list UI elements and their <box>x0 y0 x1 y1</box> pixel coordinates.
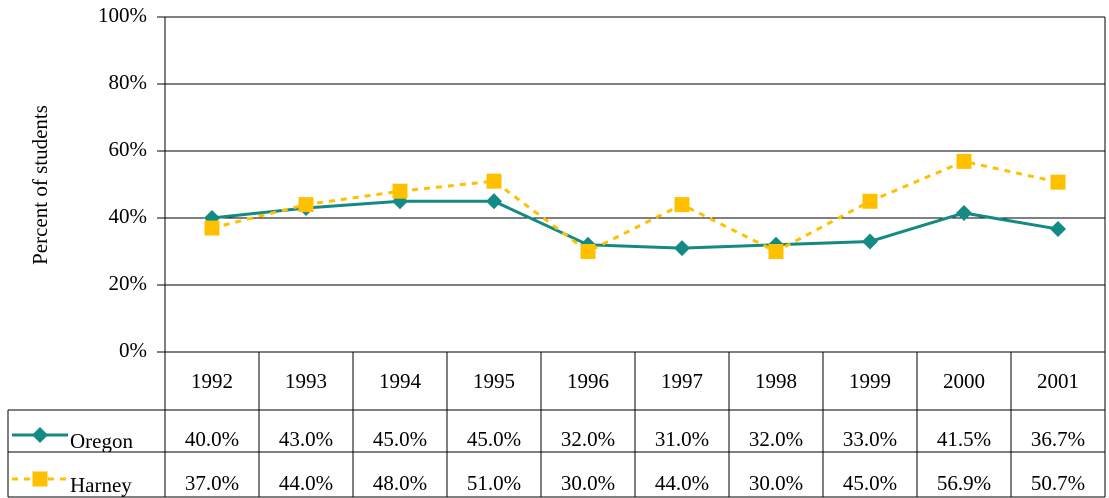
data-table-value: 44.0% <box>279 471 333 495</box>
marker <box>674 240 690 257</box>
x-tick-label: 1992 <box>191 369 233 393</box>
marker <box>580 244 596 259</box>
legend-label: Oregon <box>70 429 133 453</box>
data-table-value: 31.0% <box>655 427 709 451</box>
data-table-value: 32.0% <box>561 427 615 451</box>
marker <box>486 193 502 210</box>
y-tick-label: 60% <box>109 137 148 161</box>
marker <box>1050 221 1066 238</box>
data-table-value: 43.0% <box>279 427 333 451</box>
y-tick-label: 40% <box>109 204 148 228</box>
marker <box>956 204 972 221</box>
data-table-value: 33.0% <box>843 427 897 451</box>
legend-label: Harney <box>70 473 132 497</box>
series-line <box>211 199 1059 250</box>
x-tick-label: 1999 <box>849 369 891 393</box>
data-table-value: 30.0% <box>561 471 615 495</box>
data-table-value: 45.0% <box>843 471 897 495</box>
series-line <box>211 159 1059 254</box>
data-table-value: 51.0% <box>467 471 521 495</box>
data-table-value: 56.9% <box>937 471 991 495</box>
data-table-value: 30.0% <box>749 471 803 495</box>
marker <box>298 197 314 213</box>
y-tick-label: 0% <box>119 338 147 362</box>
x-tick-label: 2000 <box>943 369 985 393</box>
y-axis-label: Percent of students <box>28 105 52 265</box>
data-table-value: 45.0% <box>467 427 521 451</box>
x-tick-label: 1997 <box>661 369 703 393</box>
data-table-value: 40.0% <box>185 427 239 451</box>
data-table-value: 41.5% <box>937 427 991 451</box>
marker <box>862 193 878 209</box>
data-table-value: 50.7% <box>1031 471 1085 495</box>
legend-marker <box>32 471 48 487</box>
data-table-value: 48.0% <box>373 471 427 495</box>
y-tick-label: 20% <box>109 271 148 295</box>
marker <box>862 233 878 250</box>
marker <box>204 220 220 236</box>
x-tick-label: 1995 <box>473 369 515 393</box>
marker <box>486 173 502 189</box>
x-tick-label: 1993 <box>285 369 327 393</box>
marker <box>956 153 972 169</box>
marker <box>768 244 784 259</box>
x-tick-label: 1996 <box>567 369 609 393</box>
legend-marker <box>32 427 48 443</box>
data-table-value: 36.7% <box>1031 427 1085 451</box>
data-table-value: 37.0% <box>185 471 239 495</box>
y-tick-label: 80% <box>109 70 148 94</box>
data-table-value: 44.0% <box>655 471 709 495</box>
data-table-value: 32.0% <box>749 427 803 451</box>
y-tick-label: 100% <box>98 3 147 27</box>
marker <box>392 183 408 199</box>
x-tick-label: 1998 <box>755 369 797 393</box>
data-table-value: 45.0% <box>373 427 427 451</box>
x-tick-label: 2001 <box>1037 369 1079 393</box>
marker <box>674 197 690 213</box>
marker <box>1050 174 1066 190</box>
x-tick-label: 1994 <box>379 369 422 393</box>
